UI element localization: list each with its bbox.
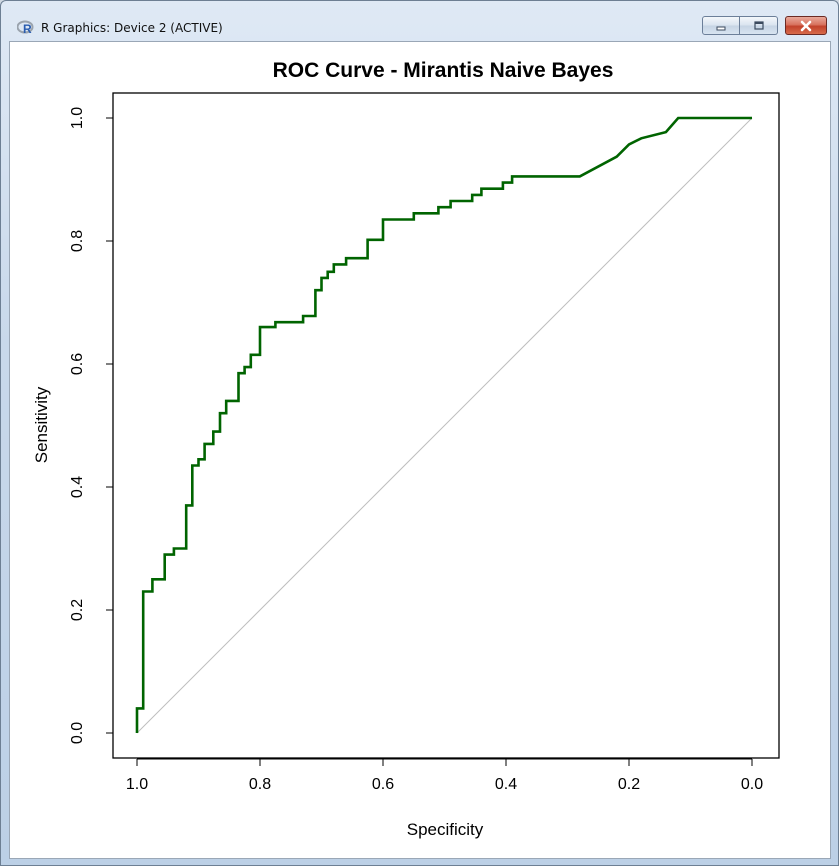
y-tick-label: 0.8 — [69, 230, 86, 252]
y-axis: 0.0 0.2 0.4 0.6 0.8 1.0 — [69, 107, 114, 744]
plot-frame — [112, 92, 780, 759]
x-tick-label: 0.0 — [741, 776, 763, 793]
x-tick-label: 0.2 — [618, 776, 640, 793]
x-axis: 1.0 0.8 0.6 0.4 0.2 0.0 — [126, 758, 763, 793]
reference-diagonal — [136, 117, 753, 734]
x-tick-label: 0.8 — [249, 776, 271, 793]
chart-title: ROC Curve - Mirantis Naive Bayes — [273, 59, 614, 82]
y-tick-label: 0.4 — [69, 476, 86, 498]
x-tick-label: 0.4 — [495, 776, 517, 793]
svg-text:R: R — [23, 22, 32, 35]
title-bar[interactable]: R R Graphics: Device 2 (ACTIVE) — [1, 1, 838, 41]
y-tick-label: 0.0 — [69, 722, 86, 744]
maximize-icon — [753, 20, 764, 30]
close-icon — [800, 20, 812, 31]
y-tick-label: 1.0 — [69, 107, 86, 129]
close-button[interactable] — [785, 16, 827, 35]
window-title: R Graphics: Device 2 (ACTIVE) — [41, 21, 223, 35]
roc-curve — [135, 116, 752, 733]
minimize-button[interactable] — [702, 16, 740, 35]
y-axis-label: Sensitivity — [32, 386, 51, 463]
r-logo-icon: R — [17, 20, 34, 35]
y-tick-label: 0.6 — [69, 353, 86, 375]
minimize-icon — [716, 26, 726, 30]
plot-canvas: ROC Curve - Mirantis Naive Bayes Specifi… — [9, 41, 831, 859]
x-tick-label: 0.6 — [372, 776, 394, 793]
x-axis-label: Specificity — [407, 820, 484, 839]
maximize-button[interactable] — [740, 16, 778, 35]
y-tick-label: 0.2 — [69, 599, 86, 621]
roc-chart: ROC Curve - Mirantis Naive Bayes Specifi… — [32, 59, 780, 839]
x-tick-label: 1.0 — [126, 776, 148, 793]
